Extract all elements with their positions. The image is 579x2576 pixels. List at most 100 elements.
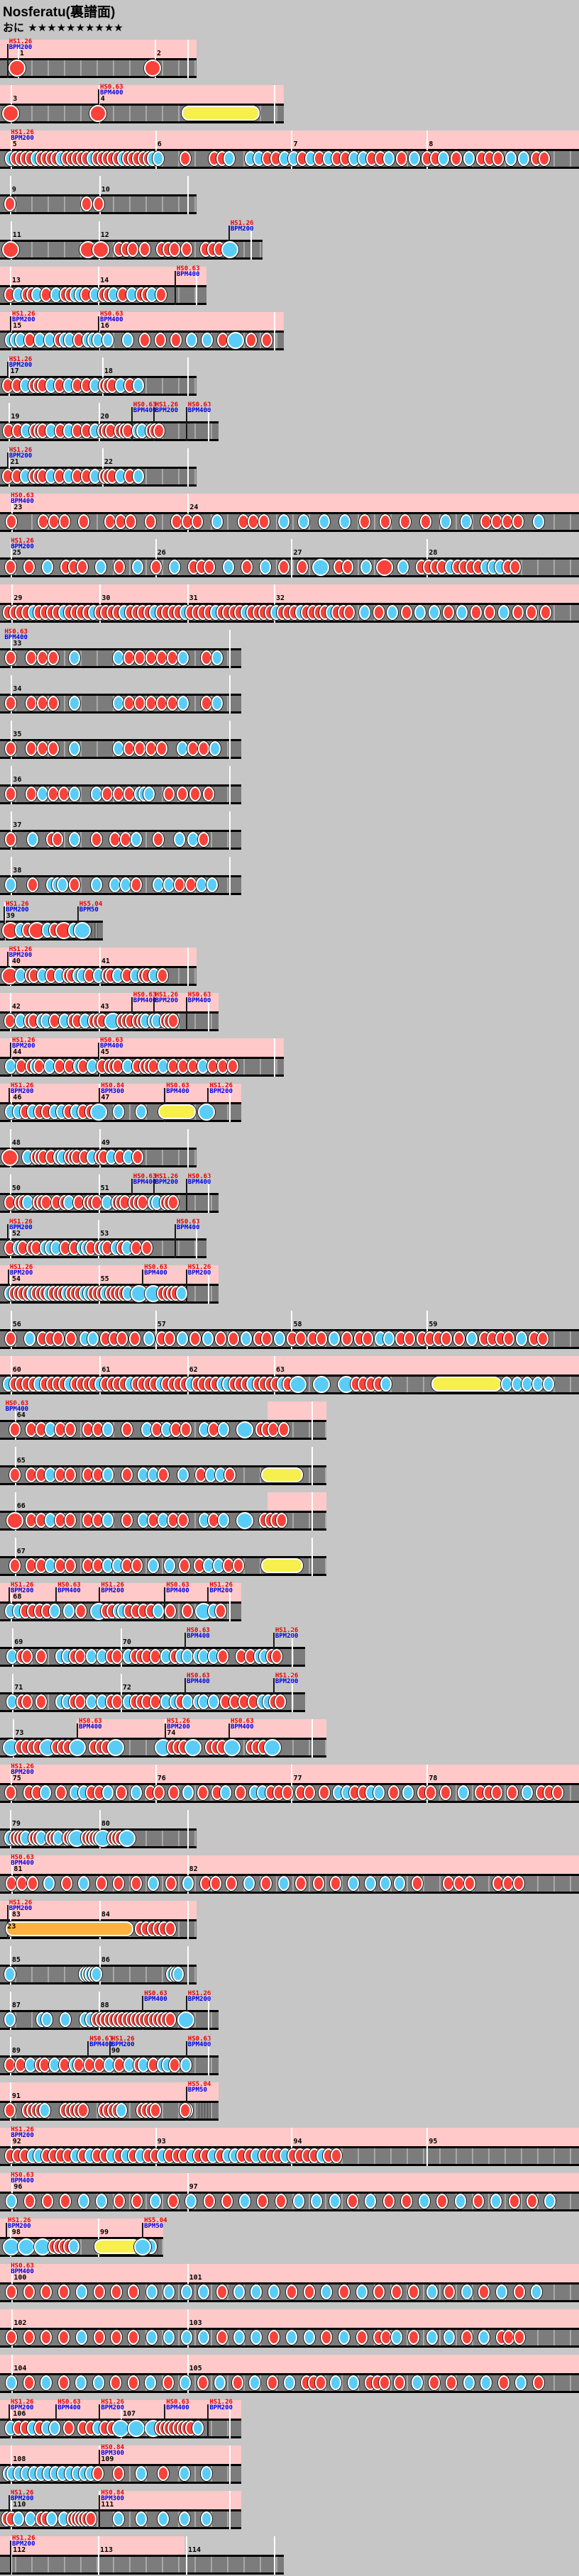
measure-number: 8 <box>429 140 434 148</box>
measure-number: 68 <box>13 1593 22 1601</box>
note-don <box>341 1331 353 1346</box>
chart-row: 50 51 HS0.63 BPM400 HS1.26 BPM200 HS0.63 BPM400 <box>0 1173 219 1213</box>
note-don <box>261 1331 273 1346</box>
note-don <box>57 2375 70 2390</box>
note-ka <box>92 2375 104 2390</box>
note-don <box>442 605 454 620</box>
measure-line <box>274 1038 275 1077</box>
note-don <box>4 560 16 574</box>
note-don <box>6 514 18 529</box>
measure-line <box>187 448 189 487</box>
note-don <box>47 741 59 756</box>
measure-number: 58 <box>293 1321 302 1328</box>
hs-label: HS1.26 <box>167 1718 190 1725</box>
measure-line <box>11 1038 13 1077</box>
bpm-label: BPM400 <box>57 2404 81 2411</box>
row-header <box>0 1265 219 1284</box>
measure-number: 57 <box>157 1321 166 1328</box>
note-don <box>303 2284 315 2299</box>
note-ka <box>177 1331 189 1346</box>
note-don <box>64 1467 76 1482</box>
hs-change-line <box>185 997 187 1031</box>
note-don <box>221 2194 233 2209</box>
note-ka <box>182 1649 194 1664</box>
note-don <box>36 650 48 665</box>
note-don <box>93 2330 105 2345</box>
note-ka <box>394 1876 406 1891</box>
note-don <box>331 2148 343 2163</box>
row-header <box>0 811 241 830</box>
measure-number: 65 <box>16 1457 26 1465</box>
measure-number: 18 <box>104 367 114 375</box>
measure-line <box>187 357 189 396</box>
note-ka <box>382 1331 395 1346</box>
measure-line <box>99 176 101 214</box>
note-don <box>501 514 513 529</box>
note-don <box>64 1558 76 1573</box>
note-don <box>134 741 146 756</box>
note-big-don <box>92 241 110 258</box>
note-ka <box>180 2284 192 2299</box>
note-ka <box>463 2375 475 2390</box>
note-don <box>155 741 167 756</box>
note-don <box>356 2330 368 2345</box>
note-don <box>453 1331 465 1346</box>
note-don <box>181 514 193 529</box>
gogo-header-band <box>0 1265 219 1284</box>
note-ka <box>426 2330 438 2345</box>
note-ka <box>24 2511 36 2526</box>
chart-row: 56 57 58 59 <box>0 1311 579 1349</box>
measure-line <box>187 1855 189 1894</box>
measure-line <box>274 312 275 350</box>
note-don <box>294 1331 307 1346</box>
note-don <box>131 1558 143 1573</box>
note-don <box>275 2194 287 2209</box>
note-don <box>9 1422 21 1437</box>
note-ka <box>26 832 38 847</box>
note-ka <box>152 1604 164 1619</box>
note-don <box>267 1422 279 1437</box>
measure-line <box>9 1265 11 1304</box>
note-ka <box>177 1467 189 1482</box>
note-don <box>341 560 353 574</box>
note-ka <box>517 151 529 166</box>
note-ka <box>383 151 395 166</box>
measure-line <box>14 1401 16 1440</box>
measure-number: 71 <box>14 1684 23 1692</box>
bpm-label: BPM400 <box>187 1179 211 1186</box>
note-ka <box>78 1876 90 1891</box>
measure-number: 97 <box>189 2183 198 2191</box>
measure-number: 82 <box>189 1865 198 1873</box>
note-don <box>26 741 38 756</box>
bpm-label: BPM200 <box>209 2404 233 2411</box>
note-ka <box>24 1331 36 1346</box>
measure-line <box>229 1583 231 1621</box>
measure-line <box>229 766 231 804</box>
gogo-header-band <box>0 1038 284 1057</box>
note-ka <box>86 1694 97 1709</box>
note-don <box>123 696 135 711</box>
measure-number: 39 <box>6 912 15 920</box>
note-ka <box>112 1104 124 1119</box>
note-don <box>152 832 164 847</box>
bpm-label: BPM200 <box>209 1587 233 1594</box>
note-don <box>131 1240 143 1255</box>
note-don <box>373 605 385 620</box>
gogo-header-band <box>77 1719 326 1738</box>
bpm-label: BPM200 <box>8 2223 31 2230</box>
note-ka <box>145 2284 158 2299</box>
measure-number: 100 <box>13 2274 27 2282</box>
note-ka <box>182 1785 194 1800</box>
note-ka <box>43 1876 55 1891</box>
measure-line <box>9 993 11 1031</box>
note-don <box>5 741 17 756</box>
chart-row: 104 105 <box>0 2355 579 2393</box>
note-don <box>114 560 126 574</box>
compressed-cells <box>197 2103 212 2119</box>
hs-label: HS0.63 <box>133 1173 157 1180</box>
note-don <box>125 514 137 529</box>
note-don <box>155 650 167 665</box>
note-ka <box>180 2375 192 2390</box>
note-ka <box>347 1876 359 1891</box>
note-don <box>261 333 272 348</box>
